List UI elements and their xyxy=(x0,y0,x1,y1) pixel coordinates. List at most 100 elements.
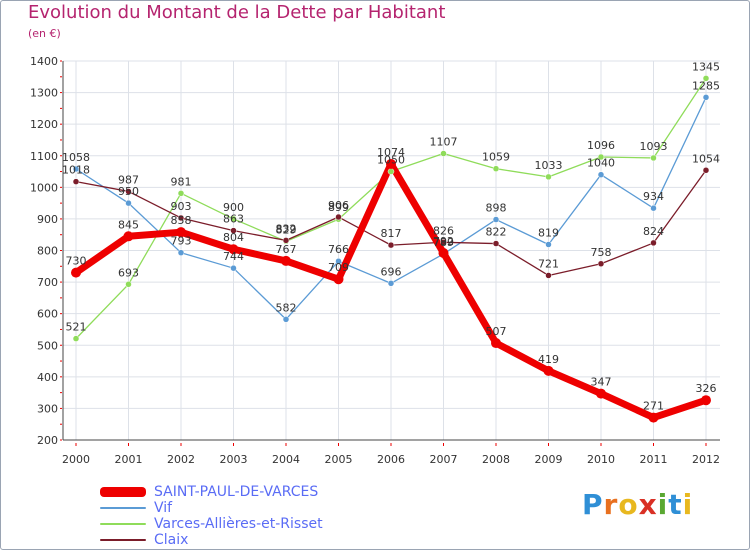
data-point-vif xyxy=(282,316,290,323)
data-point-varces-allieres-et-risset xyxy=(545,173,552,181)
y-tick-label: 200 xyxy=(37,434,58,447)
data-label: 824 xyxy=(643,225,664,238)
data-point-saint-paul-de-varces xyxy=(596,388,606,399)
x-tick-label: 2003 xyxy=(220,453,248,466)
legend-label: SAINT-PAUL-DE-VARCES xyxy=(154,484,319,500)
data-point-claix xyxy=(597,260,605,268)
data-label: 347 xyxy=(591,376,612,389)
y-tick-label: 700 xyxy=(37,276,58,289)
data-point-varces-allieres-et-risset xyxy=(230,215,237,223)
y-tick-label: 600 xyxy=(37,308,58,321)
data-point-vif xyxy=(335,257,342,265)
legend-item-saint-paul-de-varces: SAINT-PAUL-DE-VARCES xyxy=(100,484,420,500)
chart-subtitle: (en €) xyxy=(28,27,61,40)
y-tick-label: 800 xyxy=(37,245,58,258)
data-point-saint-paul-de-varces xyxy=(543,365,554,376)
brand-letter: r xyxy=(603,488,619,521)
data-point-saint-paul-de-varces xyxy=(701,395,711,406)
data-point-claix xyxy=(177,214,185,222)
data-label: 793 xyxy=(171,235,192,248)
x-tick-label: 2008 xyxy=(482,453,510,466)
data-point-vif xyxy=(125,199,132,207)
x-tick-label: 2011 xyxy=(640,453,668,466)
data-point-vif xyxy=(597,171,605,178)
legend-item-vif: Vif xyxy=(100,500,420,516)
legend-item-varces-allieres-et-risset: Varces-Allières-et-Risset xyxy=(100,516,420,532)
data-label: 819 xyxy=(538,226,559,239)
data-point-vif xyxy=(72,165,80,173)
data-label: 1345 xyxy=(692,60,720,73)
data-point-claix xyxy=(702,167,710,174)
x-tick-label: 2000 xyxy=(62,453,90,466)
data-label: 817 xyxy=(381,227,402,240)
data-label: 906 xyxy=(328,199,349,212)
x-tick-label: 2001 xyxy=(115,453,143,466)
data-point-claix xyxy=(492,240,500,247)
x-tick-label: 2012 xyxy=(692,453,720,466)
y-tick-label: 300 xyxy=(37,402,58,415)
data-point-varces-allieres-et-risset xyxy=(440,150,447,157)
y-tick-label: 1200 xyxy=(30,118,58,131)
legend-item-claix: Claix xyxy=(100,532,420,548)
legend-label: Claix xyxy=(154,532,189,548)
data-label: 1096 xyxy=(587,139,615,152)
data-label: 1059 xyxy=(482,151,510,164)
brand-letter: P xyxy=(582,488,604,521)
data-label: 721 xyxy=(538,257,559,270)
brand-letter: o xyxy=(618,488,639,521)
legend-swatch xyxy=(100,539,146,541)
y-tick-label: 1400 xyxy=(30,55,58,68)
data-label: 981 xyxy=(171,175,192,188)
data-point-varces-allieres-et-risset xyxy=(125,281,132,288)
data-label: 766 xyxy=(328,243,349,256)
data-point-saint-paul-de-varces xyxy=(438,248,449,259)
legend-swatch xyxy=(100,487,146,497)
data-point-varces-allieres-et-risset xyxy=(597,153,605,161)
data-label: 898 xyxy=(486,202,507,215)
data-point-saint-paul-de-varces xyxy=(648,412,659,423)
x-tick-label: 2010 xyxy=(587,453,615,466)
data-label: 709 xyxy=(328,261,349,274)
data-label: 507 xyxy=(486,325,507,338)
data-point-saint-paul-de-varces xyxy=(176,227,186,238)
data-label: 521 xyxy=(66,321,87,334)
data-label: 1018 xyxy=(62,164,90,177)
data-label: 934 xyxy=(643,190,664,203)
data-label: 826 xyxy=(433,224,454,237)
x-tick-label: 2002 xyxy=(167,453,195,466)
legend-swatch xyxy=(100,507,146,509)
data-point-varces-allieres-et-risset xyxy=(387,168,395,175)
data-label: 822 xyxy=(486,226,507,239)
data-point-vif xyxy=(650,204,657,212)
data-label: 987 xyxy=(118,173,139,186)
data-label: 758 xyxy=(591,246,612,259)
data-label: 832 xyxy=(276,222,297,235)
data-label: 326 xyxy=(696,382,717,395)
data-point-saint-paul-de-varces xyxy=(333,274,344,285)
y-tick-label: 900 xyxy=(37,213,58,226)
data-label: 744 xyxy=(223,250,244,263)
y-tick-label: 1000 xyxy=(30,181,58,194)
data-point-saint-paul-de-varces xyxy=(71,267,81,278)
y-tick-label: 1300 xyxy=(30,87,58,100)
data-point-claix xyxy=(335,213,342,221)
data-label: 899 xyxy=(328,201,349,214)
data-label: 1033 xyxy=(535,159,563,172)
data-point-claix xyxy=(545,272,552,279)
legend: SAINT-PAUL-DE-VARCES Vif Varces-Allières… xyxy=(100,484,420,548)
legend-swatch xyxy=(100,523,146,525)
chart-title: Evolution du Montant de la Dette par Hab… xyxy=(28,2,446,23)
brand-letter: i xyxy=(682,488,694,521)
data-label: 1285 xyxy=(692,79,720,92)
data-point-saint-paul-de-varces xyxy=(281,255,291,266)
x-tick-label: 2004 xyxy=(272,453,300,466)
data-label: 1074 xyxy=(377,146,405,159)
x-tick-label: 2007 xyxy=(430,453,458,466)
data-label: 1093 xyxy=(640,140,668,153)
data-label: 767 xyxy=(276,243,297,256)
data-label: 1050 xyxy=(377,154,405,167)
data-point-claix xyxy=(440,239,447,246)
data-label: 804 xyxy=(223,231,244,244)
data-point-vif xyxy=(492,216,500,223)
